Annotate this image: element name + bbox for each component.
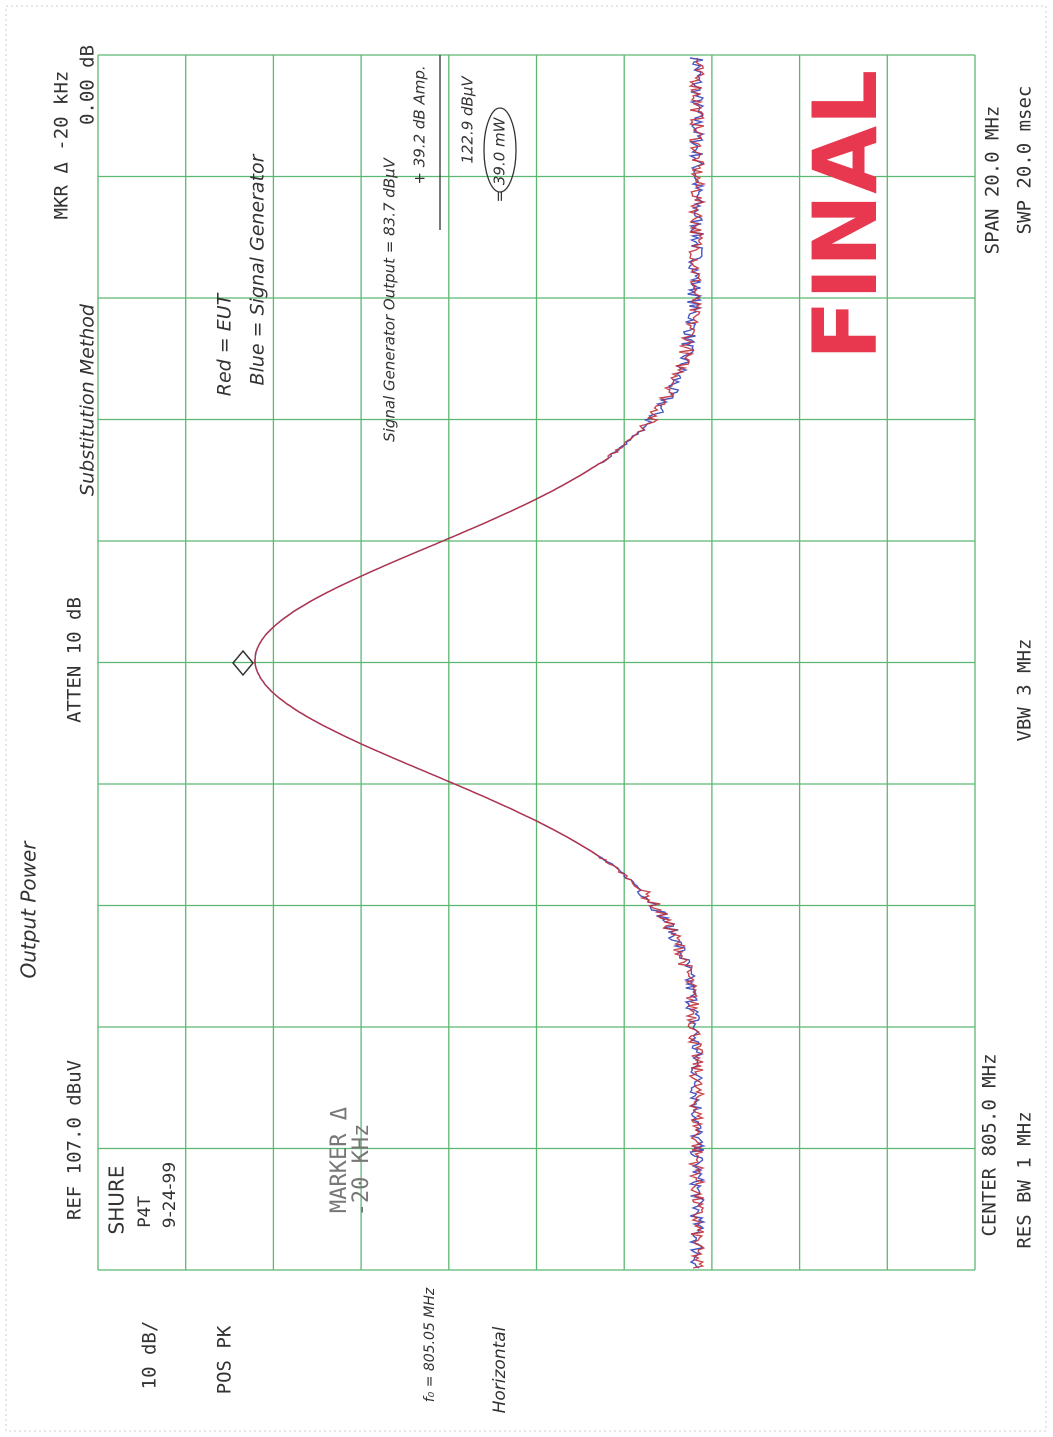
vbw: VBW 3 MHz xyxy=(1014,639,1036,742)
page-title: Output Power xyxy=(17,840,41,979)
calc-result: = 39.0 mW xyxy=(491,116,509,202)
traces xyxy=(254,57,707,1269)
scale: 10 dB/ xyxy=(139,1321,161,1390)
device-model: P4T xyxy=(135,1196,155,1228)
attenuation: ATTEN 10 dB xyxy=(64,597,86,723)
calc-line-3: 122.9 dBμV xyxy=(459,75,477,164)
marker-value: -20 KHz xyxy=(349,1124,374,1217)
graticule xyxy=(97,54,976,1271)
marker-readout: MKR Δ -20 kHz xyxy=(51,71,73,220)
trace xyxy=(254,57,707,1269)
ref-level: REF 107.0 dBuV xyxy=(64,1060,86,1220)
sweep: SWP 20.0 msec xyxy=(1014,86,1036,235)
marker xyxy=(232,649,254,677)
frequency-note: f₀ = 805.05 MHz xyxy=(422,1287,438,1402)
device-name: SHURE xyxy=(105,1166,129,1235)
device-date: 9-24-99 xyxy=(160,1162,180,1228)
method: Substitution Method xyxy=(77,303,99,496)
calc-line-2: + 39.2 dB Amp. xyxy=(411,65,429,184)
final-stamp: FINAL xyxy=(794,70,897,361)
marker-label: MARKER Δ xyxy=(327,1107,352,1213)
marker-level: 0.00 dB xyxy=(77,45,99,125)
detector: POS PK xyxy=(214,1325,236,1394)
result-circle xyxy=(483,107,517,193)
legend-blue: Blue = Signal Generator xyxy=(247,153,269,385)
page-border xyxy=(5,5,1047,1432)
polarization: Horizontal xyxy=(490,1326,510,1413)
res-bw: RES BW 1 MHz xyxy=(1014,1111,1036,1248)
calc-line-1: Signal Generator Output = 83.7 dBμV xyxy=(381,156,399,442)
span: SPAN 20.0 MHz xyxy=(982,106,1004,255)
center-frequency: CENTER 805.0 MHz xyxy=(979,1053,1001,1236)
legend-red: Red = EUT xyxy=(214,292,236,396)
